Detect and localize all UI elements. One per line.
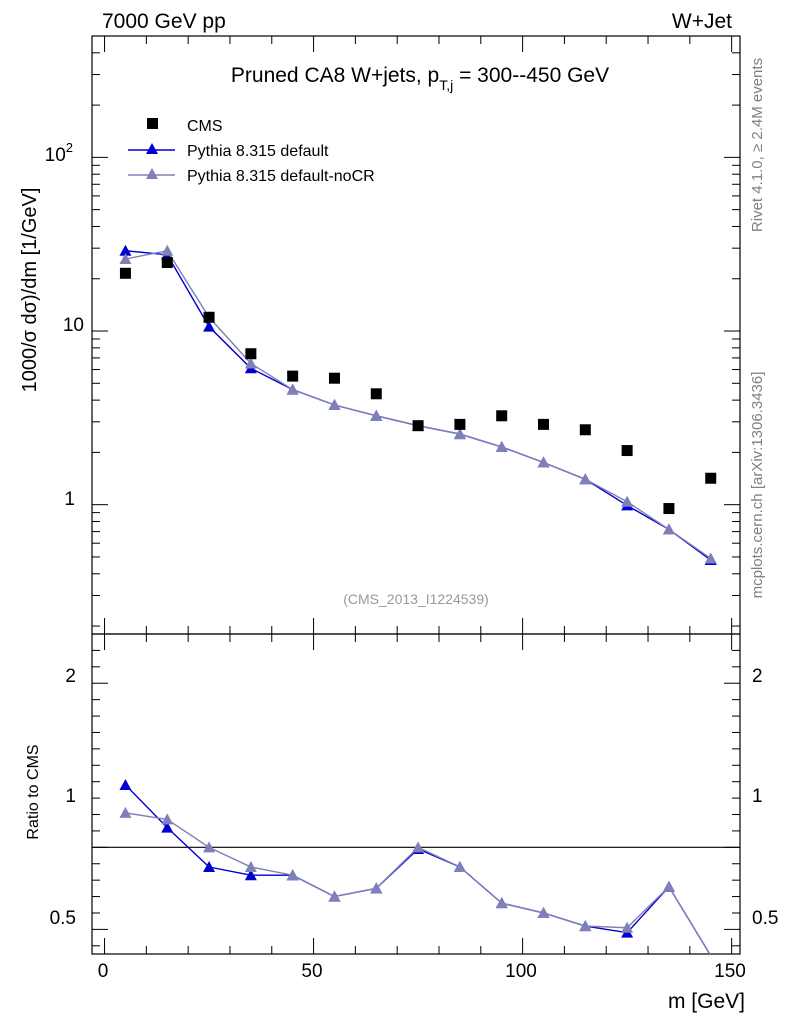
data-point-cms <box>119 267 131 279</box>
data-point-pythia-8-315-default <box>203 320 216 332</box>
data-point-cms <box>328 372 340 384</box>
legend-label-cms: CMS <box>187 118 223 135</box>
x-tick-label-50: 50 <box>301 961 322 982</box>
ratio-point-pythia-8-315-default-nocr <box>662 880 675 892</box>
series-line-pythia-8-315-default <box>125 250 712 561</box>
x-tick-label-150: 150 <box>714 961 746 982</box>
data-point-pythia-8-315-default-nocr <box>119 252 132 264</box>
main-title-text: Pruned CA8 W+jets, p <box>231 64 439 87</box>
ratio-line-pythia-8-315-default-nocr <box>125 812 711 954</box>
legend-marker-default <box>146 143 158 154</box>
x-tick-label-0: 0 <box>98 961 109 982</box>
ratio-point-pythia-8-315-default-nocr <box>203 841 216 853</box>
data-point-pythia-8-315-default-nocr <box>662 523 675 535</box>
ratio-y-tick-label-2-left: 2 <box>65 666 76 687</box>
ratio-point-pythia-8-315-default-nocr <box>453 861 466 873</box>
data-point-pythia-8-315-default-nocr <box>161 244 174 256</box>
legend: CMS Pythia 8.315 default Pythia 8.315 de… <box>128 118 375 185</box>
ratio-y-axis-label: Ratio to CMS <box>25 744 42 839</box>
legend-label-default: Pythia 8.315 default <box>187 143 329 160</box>
header-left: 7000 GeV pp <box>102 10 226 33</box>
data-point-cms <box>663 503 675 515</box>
data-point-pythia-8-315-default-nocr <box>370 409 383 421</box>
data-point-cms <box>621 445 633 457</box>
data-point-pythia-8-315-default-nocr <box>244 357 257 369</box>
data-point-pythia-8-315-default <box>119 244 132 256</box>
data-point-pythia-8-315-default-nocr <box>579 473 592 485</box>
ratio-series-group <box>119 778 711 954</box>
ratio-y-tick-label-1-left: 1 <box>65 786 76 807</box>
data-point-cms <box>705 472 717 484</box>
main-y-tick-label-10: 10 <box>63 315 84 336</box>
main-y-axis-label: 1000/σ dσ)/dm [1/GeV] <box>19 188 41 393</box>
legend-marker-cms <box>147 118 158 129</box>
ratio-point-pythia-8-315-default <box>203 861 216 873</box>
ratio-panel-frame <box>91 633 741 955</box>
ratio-point-pythia-8-315-default <box>161 821 174 833</box>
data-point-pythia-8-315-default-nocr <box>495 440 508 452</box>
data-point-pythia-8-315-default-nocr <box>537 456 550 468</box>
ratio-point-pythia-8-315-default-nocr <box>495 897 508 909</box>
legend-marker-nocr <box>146 168 158 179</box>
main-title-tail: = 300--450 GeV <box>453 64 609 87</box>
rivet-version-text: Rivet 4.1.0, ≥ 2.4M events <box>749 58 766 232</box>
ratio-point-pythia-8-315-default <box>244 869 257 881</box>
data-point-cms <box>287 370 299 382</box>
ratio-point-pythia-8-315-default <box>119 778 132 790</box>
data-point-pythia-8-315-default-nocr <box>453 428 466 440</box>
data-point-cms <box>203 311 215 323</box>
ratio-point-pythia-8-315-default-nocr <box>286 869 299 881</box>
data-point-cms <box>412 420 424 432</box>
ratio-point-pythia-8-315-default-nocr <box>328 890 341 902</box>
main-y-tick-label-100: 102 <box>45 140 73 166</box>
ratio-y-tick-label-2-right: 2 <box>752 666 763 687</box>
main-y-tick-label-100-base: 10 <box>45 145 66 166</box>
analysis-watermark: (CMS_2013_I1224539) <box>343 591 489 607</box>
header-right: W+Jet <box>672 10 732 33</box>
data-point-cms <box>370 388 382 400</box>
data-point-cms <box>161 257 173 269</box>
data-point-pythia-8-315-default-nocr <box>704 552 717 564</box>
main-y-tick-label-1: 1 <box>64 489 75 510</box>
ratio-point-pythia-8-315-default-nocr <box>119 806 132 818</box>
ratio-point-pythia-8-315-default-nocr <box>621 921 634 933</box>
main-plot-series <box>119 244 717 566</box>
ratio-point-pythia-8-315-default-nocr <box>412 841 425 853</box>
data-point-pythia-8-315-default-nocr <box>621 495 634 507</box>
x-axis-label: m [GeV] <box>668 990 745 1013</box>
data-point-cms <box>454 418 466 430</box>
data-point-pythia-8-315-default-nocr <box>286 383 299 395</box>
mcplots-credit-text: mcplots.cern.ch [arXiv:1306.3436] <box>749 372 766 599</box>
ratio-point-pythia-8-315-default-nocr <box>537 906 550 918</box>
ratio-plot-series <box>92 778 740 954</box>
data-point-cms <box>538 418 550 430</box>
ratio-point-pythia-8-315-default-nocr <box>161 813 174 825</box>
x-tick-label-100: 100 <box>505 961 537 982</box>
main-title: Pruned CA8 W+jets, pT,j = 300--450 GeV <box>231 64 609 93</box>
data-point-pythia-8-315-default-nocr <box>328 398 341 410</box>
ratio-y-tick-label-05-left: 0.5 <box>50 908 76 929</box>
ratio-point-pythia-8-315-default-nocr <box>579 920 592 932</box>
data-point-cms <box>496 410 508 422</box>
axis-ticks <box>92 35 740 954</box>
main-title-subscript: T,j <box>439 77 453 93</box>
main-y-tick-label-100-exponent: 2 <box>66 140 73 155</box>
series-line-pythia-8-315-default-nocr <box>125 249 712 560</box>
ratio-y-tick-label-1-right: 1 <box>752 786 763 807</box>
ratio-point-pythia-8-315-default-nocr <box>244 861 257 873</box>
legend-label-nocr: Pythia 8.315 default-noCR <box>187 168 375 185</box>
ratio-point-pythia-8-315-default-nocr <box>370 882 383 894</box>
data-point-cms <box>245 348 257 360</box>
ratio-y-tick-label-05-right: 0.5 <box>752 908 778 929</box>
data-point-cms <box>579 424 591 436</box>
